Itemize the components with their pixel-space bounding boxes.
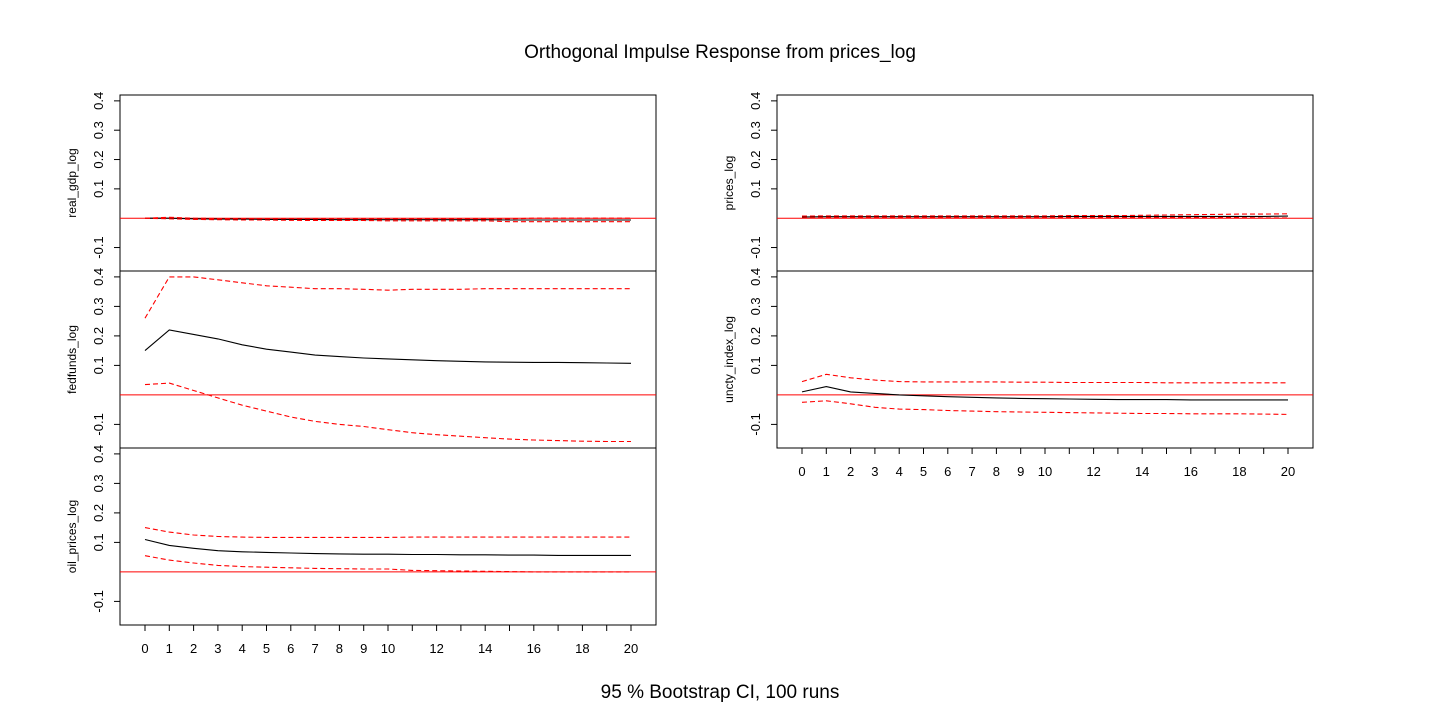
y-tick-label: 0.1 [91,533,106,551]
x-tick-label: 18 [1232,464,1246,479]
y-tick-label: 0.1 [91,356,106,374]
x-tick-label: 2 [847,464,854,479]
ci-upper-line [144,527,631,538]
y-tick-label: 0.4 [91,92,106,110]
x-tick-label: 3 [871,464,878,479]
ci-upper-line [144,216,631,220]
panel-frame [119,270,657,449]
x-tick-label: 0 [141,641,148,656]
x-tick-label: 18 [575,641,589,656]
panel-frame [776,270,1314,449]
ci-lower-line [801,400,1289,415]
y-axis-label: fedfunds_log [65,325,79,394]
panel-prices-log: -0.1 0.1 0.2 0.3 0.4 prices_log [722,92,1314,272]
panel-frame [776,94,1314,272]
y-tick-label: -0.1 [748,236,763,258]
x-tick-label: 3 [214,641,221,656]
x-tick-label: 1 [166,641,173,656]
x-tick-label: 10 [1038,464,1052,479]
y-axis-label: oil_prices_log [65,500,79,573]
panel-frame [119,94,657,272]
chart-footer: 95 % Bootstrap CI, 100 runs [600,682,840,703]
y-tick-label: -0.1 [91,590,106,612]
x-tick-label: 1 [823,464,830,479]
x-tick-label: 10 [381,641,395,656]
y-tick-label: 0.4 [91,445,106,463]
x-tick-label: 14 [1135,464,1149,479]
y-tick-label: 0.3 [91,297,106,315]
response-line [145,217,631,221]
y-axis-label: prices_log [722,156,736,211]
x-tick-label: 9 [360,641,367,656]
y-tick-label: 0.4 [91,268,106,286]
x-tick-label: 5 [920,464,927,479]
x-tick-label: 14 [478,641,492,656]
y-tick-label: -0.1 [91,413,106,435]
y-tick-label: 0.1 [91,180,106,198]
y-axis-label: uncty_index_log [722,316,736,403]
x-tick-label: 4 [239,641,246,656]
y-tick-label: 0.2 [748,327,763,345]
ci-lower-line [144,382,631,443]
response-line [801,386,1288,401]
y-tick-label: 0.3 [91,474,106,492]
x-tick-label: 0 [798,464,805,479]
x-tick-label: 9 [1017,464,1024,479]
y-tick-label: 0.3 [748,297,763,315]
x-tick-label: 6 [944,464,951,479]
ci-upper-line [144,276,631,319]
y-tick-label: -0.1 [91,236,106,258]
ci-lower-line [144,555,631,573]
x-tick-label: 6 [287,641,294,656]
x-tick-label: 8 [336,641,343,656]
response-line [144,538,631,556]
ci-upper-line [801,213,1289,217]
y-tick-label: 0.4 [748,268,763,286]
x-tick-label: 20 [1281,464,1295,479]
x-tick-label: 7 [311,641,318,656]
ci-lower-line [144,217,631,223]
x-tick-label: 7 [968,464,975,479]
y-tick-label: 0.3 [748,121,763,139]
x-tick-label: 16 [527,641,541,656]
x-tick-label: 12 [1086,464,1100,479]
panel-frame [119,447,657,626]
x-tick-label: 2 [190,641,197,656]
y-tick-label: 0.2 [91,150,106,168]
x-tick-label: 5 [263,641,270,656]
response-line [801,215,1289,218]
x-tick-label: 12 [429,641,443,656]
x-tick-label: 16 [1184,464,1198,479]
x-tick-label: 20 [624,641,638,656]
y-axis-label: real_gdp_log [65,148,79,217]
y-tick-label: 0.2 [748,150,763,168]
y-tick-label: 0.1 [748,356,763,374]
panel-real-gdp-log: -0.1 0.1 0.2 0.3 0.4 real_gdp_log [65,92,657,272]
response-line [144,329,632,364]
y-tick-label: 0.2 [91,327,106,345]
chart-title: Orthogonal Impulse Response from prices_… [524,42,916,63]
y-tick-label: 0.2 [91,504,106,522]
x-tick-label: 4 [896,464,903,479]
y-tick-label: 0.1 [748,180,763,198]
ci-upper-line [801,373,1288,384]
panel-fedfunds-log: -0.1 0.1 0.2 0.3 0.4 fedfunds_log [65,268,657,449]
y-tick-label: 0.3 [91,121,106,139]
y-tick-label: 0.4 [748,92,763,110]
y-tick-label: -0.1 [748,413,763,435]
x-tick-label: 8 [993,464,1000,479]
